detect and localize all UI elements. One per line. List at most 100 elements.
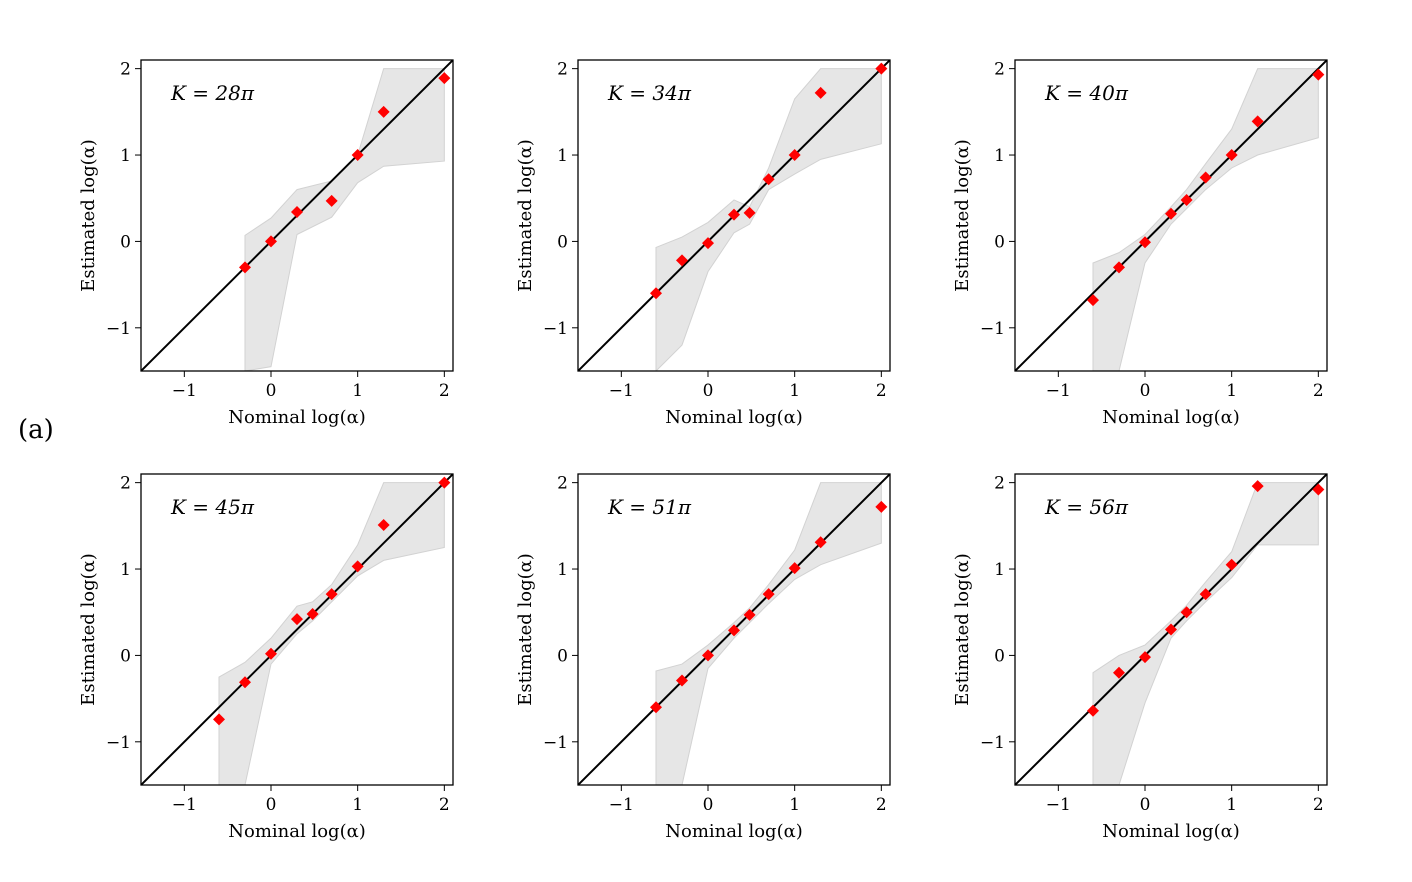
data-point: [1199, 588, 1212, 601]
x-tick-label: 1: [1226, 381, 1237, 401]
data-point: [728, 208, 740, 221]
data-point: [239, 261, 251, 274]
x-axis-label: Nominal log(α): [1102, 407, 1240, 428]
data-point: [1165, 207, 1177, 220]
y-tick-label: 2: [120, 474, 131, 494]
data-point: [762, 173, 775, 186]
subplot-5: −1 0 1 2 −1 0 1 2 Nominal log(α) Estimated log(α)…: [515, 473, 891, 842]
subplot-title: K = 51π: [607, 495, 692, 519]
subplot-2: −1 0 1 2 −1 0 1 2 Nominal log(α) Estimated log(α)…: [515, 59, 891, 428]
x-tick-label: −1: [172, 795, 197, 815]
axes-frame: [1014, 473, 1328, 786]
y-tick-label: −1: [980, 733, 1005, 753]
data-point: [438, 72, 451, 85]
data-point: [676, 254, 688, 267]
y-axis-label: Estimated log(α): [515, 139, 536, 292]
data-point: [1113, 666, 1125, 679]
y-tick-label: 0: [120, 232, 131, 252]
data-point: [1312, 68, 1325, 81]
y-tick-label: 1: [994, 146, 1005, 166]
y-tick-label: 0: [994, 232, 1005, 252]
subplot-title: K = 34π: [607, 81, 692, 105]
data-point: [743, 608, 756, 621]
data-point: [1225, 149, 1238, 162]
x-tick-label: 1: [789, 381, 800, 401]
y-tick-label: 0: [557, 232, 568, 252]
data-point: [1312, 483, 1325, 496]
x-tick-label: −1: [1046, 795, 1071, 815]
y-axis-label: Estimated log(α): [515, 553, 536, 706]
data-point: [291, 613, 303, 626]
confidence-band: [1092, 68, 1319, 371]
axes-frame: [1014, 59, 1328, 372]
data-point: [1087, 294, 1099, 307]
confidence-band: [655, 482, 882, 785]
y-tick-label: 1: [120, 146, 131, 166]
data-point: [875, 62, 888, 75]
subplot-4: −1 0 1 2 −1 0 1 2 Nominal log(α) Estimated log(α)…: [78, 473, 454, 842]
data-point: [814, 86, 827, 99]
x-tick-label: 0: [703, 795, 714, 815]
data-point: [213, 713, 225, 726]
subplot-1: −1 0 1 2 −1 0 1 2 Nominal log(α) Estimated log(α)…: [78, 59, 454, 428]
axes-frame: [140, 473, 454, 786]
data-point: [325, 194, 338, 207]
x-axis-label: Nominal log(α): [228, 821, 366, 842]
y-axis-label: Estimated log(α): [952, 553, 973, 706]
x-tick-label: 1: [352, 381, 363, 401]
y-tick-label: 0: [994, 646, 1005, 666]
data-point: [788, 149, 801, 162]
x-tick-label: 1: [789, 795, 800, 815]
data-point: [351, 149, 364, 162]
x-tick-label: 0: [703, 381, 714, 401]
x-tick-label: −1: [609, 381, 634, 401]
figure-panel-label: (a): [18, 415, 54, 445]
y-tick-label: 2: [120, 60, 131, 80]
y-tick-label: 0: [120, 646, 131, 666]
axes-frame: [577, 59, 891, 372]
x-tick-label: −1: [172, 381, 197, 401]
x-tick-label: 2: [876, 381, 887, 401]
axes-frame: [577, 473, 891, 786]
y-tick-label: 1: [120, 560, 131, 580]
y-tick-label: 2: [557, 60, 568, 80]
y-tick-label: 0: [557, 646, 568, 666]
data-point: [743, 206, 756, 219]
data-point: [377, 518, 390, 531]
data-point: [377, 105, 390, 118]
x-axis-label: Nominal log(α): [1102, 821, 1240, 842]
x-tick-label: −1: [1046, 381, 1071, 401]
data-point: [1225, 558, 1238, 571]
plot-area: [141, 474, 453, 785]
data-point: [814, 536, 827, 549]
subplot-title: K = 40π: [1044, 81, 1129, 105]
y-axis-label: Estimated log(α): [78, 553, 99, 706]
data-point: [1087, 704, 1099, 717]
data-point: [1113, 261, 1125, 274]
x-tick-label: 2: [1313, 381, 1324, 401]
data-point: [875, 500, 888, 513]
x-tick-label: 1: [352, 795, 363, 815]
subplot-title: K = 45π: [170, 495, 255, 519]
data-point: [788, 562, 801, 575]
x-axis-label: Nominal log(α): [228, 407, 366, 428]
axes-frame: [140, 59, 454, 372]
data-point: [728, 624, 740, 637]
data-point: [1199, 171, 1212, 184]
y-tick-label: −1: [106, 319, 131, 339]
y-tick-label: 2: [557, 474, 568, 494]
data-point: [762, 588, 775, 601]
data-point: [1139, 236, 1151, 249]
y-tick-label: 2: [994, 60, 1005, 80]
data-point: [1251, 480, 1264, 493]
subplot-title: K = 28π: [170, 81, 255, 105]
data-point: [291, 206, 303, 219]
data-point: [1165, 623, 1177, 636]
y-axis-label: Estimated log(α): [952, 139, 973, 292]
data-point: [1180, 193, 1193, 206]
x-tick-label: 0: [266, 381, 277, 401]
y-tick-label: 1: [557, 146, 568, 166]
data-point: [650, 287, 662, 300]
data-point: [239, 676, 251, 689]
